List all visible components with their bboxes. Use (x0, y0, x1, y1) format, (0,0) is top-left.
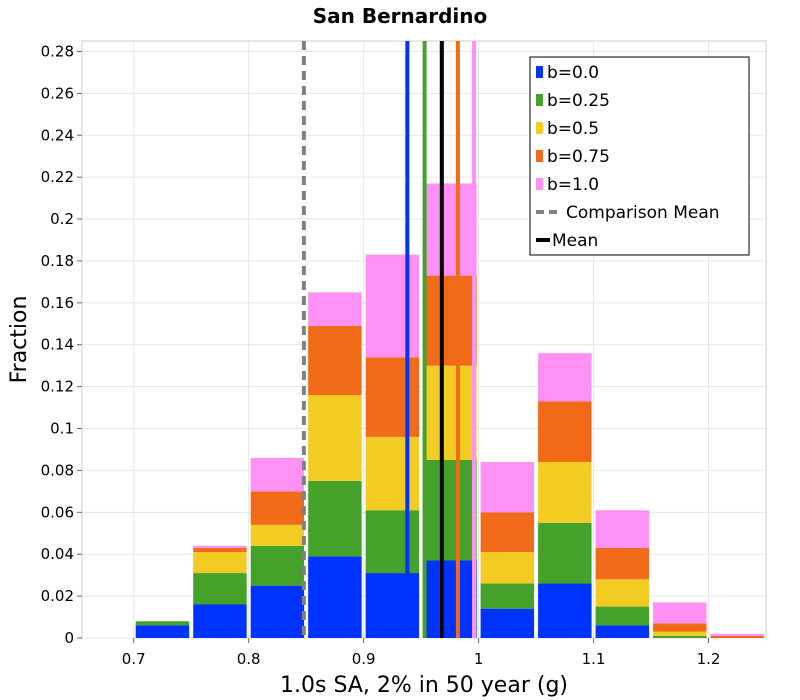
legend-label: b=0.25 (547, 91, 610, 111)
bar-segment-b-0-5 (653, 631, 707, 636)
bar-segment-b-0-25 (595, 606, 650, 626)
y-tick-label: 0.16 (41, 294, 74, 312)
y-tick-label: 0.02 (41, 587, 74, 605)
y-tick-label: 0.18 (41, 252, 74, 270)
x-axis-label: 1.0s SA, 2% in 50 year (g) (280, 673, 568, 698)
y-tick-label: 0.1 (50, 420, 74, 438)
x-tick-label: 1.1 (582, 650, 606, 668)
legend-label: b=0.0 (547, 63, 599, 83)
bar-segment-b-0-25 (653, 635, 707, 638)
bar-segment-b-1-0 (480, 462, 535, 513)
bar-segment-b-1-0 (653, 602, 707, 624)
y-tick-label: 0.04 (41, 545, 74, 563)
bar-segment-b-0-25 (308, 480, 362, 557)
bar-segment-b-0-0 (308, 556, 362, 638)
bar-segment-b-0-5 (480, 552, 535, 584)
x-tick-label: 1 (474, 650, 484, 668)
bar-segment-b-0-5 (365, 436, 420, 511)
bar-segment-b-0-25 (423, 459, 477, 561)
legend-label: Comparison Mean (566, 203, 720, 223)
y-tick-label: 0.08 (41, 461, 74, 479)
bar-segment-b-1-0 (710, 633, 764, 636)
bar-segment-b-1-0 (595, 510, 650, 548)
bar-segment-b-0-5 (250, 524, 305, 546)
bar-segment-b-0-0 (365, 573, 420, 638)
bar-segment-b-0-5 (538, 462, 592, 523)
y-tick-label: 0 (64, 629, 74, 647)
bar-segment-b-0-5 (595, 579, 650, 607)
legend-swatch (536, 178, 543, 190)
legend-label: b=1.0 (547, 175, 599, 195)
y-tick-label: 0.28 (41, 42, 74, 60)
bar-segment-b-0-25 (250, 545, 305, 586)
y-tick-label: 0.12 (41, 378, 74, 396)
bar-segment-b-0-0 (250, 585, 305, 638)
legend-swatch (536, 66, 543, 78)
x-tick-label: 0.9 (352, 650, 376, 668)
x-tick-label: 0.8 (237, 650, 261, 668)
bar-segment-b-1-0 (250, 457, 305, 492)
bar-segment-b-0-75 (423, 275, 477, 366)
chart-title: San Bernardino (312, 4, 488, 28)
bar-segment-b-0-0 (423, 560, 477, 638)
bar-segment-b-0-5 (193, 552, 247, 574)
bar-segment-b-0-0 (135, 625, 190, 638)
bar-segment-b-0-75 (595, 547, 650, 580)
bar-segment-b-1-0 (365, 254, 420, 358)
legend-swatch (536, 122, 543, 134)
bar-segment-b-0-25 (538, 522, 592, 584)
bar-segment-b-1-0 (193, 545, 247, 548)
bar-segment-b-0-0 (595, 625, 650, 638)
y-tick-label: 0.26 (41, 84, 74, 102)
legend-label: Mean (552, 231, 598, 251)
legend-swatch (536, 150, 543, 162)
bar-segment-b-0-75 (308, 325, 362, 396)
x-tick-label: 0.7 (122, 650, 146, 668)
bar-segment-b-0-0 (193, 604, 247, 638)
legend-label: b=0.5 (547, 119, 599, 139)
bar-segment-b-0-75 (538, 401, 592, 463)
y-axis-label: Fraction (7, 296, 32, 384)
legend-label: b=0.75 (547, 147, 610, 167)
y-tick-label: 0.22 (41, 168, 74, 186)
y-tick-label: 0.14 (41, 336, 74, 354)
bar-segment-b-0-0 (538, 583, 592, 638)
bar-segment-b-0-25 (480, 583, 535, 609)
bar-segment-b-0-25 (365, 510, 420, 574)
bar-segment-b-0-75 (710, 635, 764, 638)
y-tick-label: 0.24 (41, 126, 74, 144)
bar-segment-b-0-75 (365, 357, 420, 437)
legend-box (529, 56, 750, 256)
bar-segment-b-0-5 (308, 395, 362, 481)
bar-segment-b-0-75 (193, 547, 247, 553)
y-tick-label: 0.2 (50, 210, 74, 228)
y-tick-label: 0.06 (41, 503, 74, 521)
bar-segment-b-0-5 (423, 365, 477, 460)
bar-segment-b-1-0 (423, 183, 477, 276)
bar-segment-b-0-75 (653, 623, 707, 632)
bar-segment-b-0-0 (480, 608, 535, 638)
x-tick-label: 1.2 (697, 650, 721, 668)
legend-swatch (536, 94, 543, 106)
bar-segment-b-1-0 (538, 353, 592, 402)
bar-segment-b-0-25 (193, 573, 247, 605)
bar-segment-b-0-75 (480, 512, 535, 553)
bar-segment-b-1-0 (308, 292, 362, 326)
bar-segment-b-0-25 (135, 621, 190, 626)
bar-segment-b-0-75 (250, 491, 305, 525)
